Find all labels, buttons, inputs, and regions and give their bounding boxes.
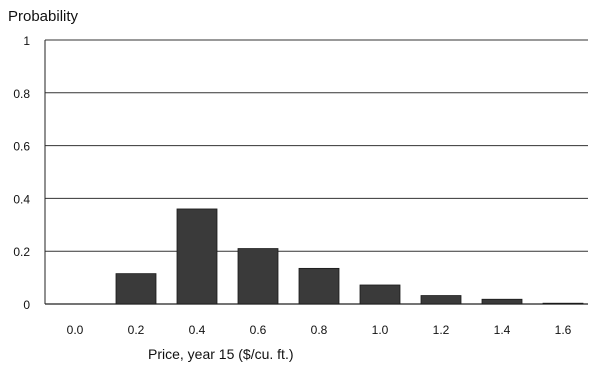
- y-tick-label: 0.8: [13, 87, 30, 101]
- bar: [359, 284, 401, 305]
- bar: [237, 248, 279, 305]
- x-tick-label: 0.0: [67, 323, 84, 337]
- bar: [542, 302, 584, 305]
- x-tick-label: 1.6: [555, 323, 572, 337]
- bar: [420, 295, 462, 305]
- bar: [481, 298, 523, 305]
- x-tick-label: 0.2: [128, 323, 145, 337]
- y-axis-label: Probability: [8, 8, 79, 25]
- x-tick-label: 1.2: [433, 323, 450, 337]
- x-axis-label: Price, year 15 ($/cu. ft.): [148, 346, 294, 362]
- y-tick-label: 0.2: [13, 245, 30, 259]
- x-tick-label: 0.4: [189, 323, 206, 337]
- y-tick-label: 0: [23, 298, 30, 312]
- x-tick-label: 0.8: [311, 323, 328, 337]
- x-tick-label: 1.4: [494, 323, 511, 337]
- x-tick-label: 1.0: [372, 323, 389, 337]
- bar: [176, 208, 218, 305]
- x-tick-label: 0.6: [250, 323, 267, 337]
- bar: [115, 273, 157, 305]
- bar: [298, 267, 340, 305]
- y-tick-label: 0.6: [13, 140, 30, 154]
- y-tick-label: 1: [23, 34, 30, 48]
- y-tick-label: 0.4: [13, 192, 30, 206]
- plot-background: [45, 40, 588, 304]
